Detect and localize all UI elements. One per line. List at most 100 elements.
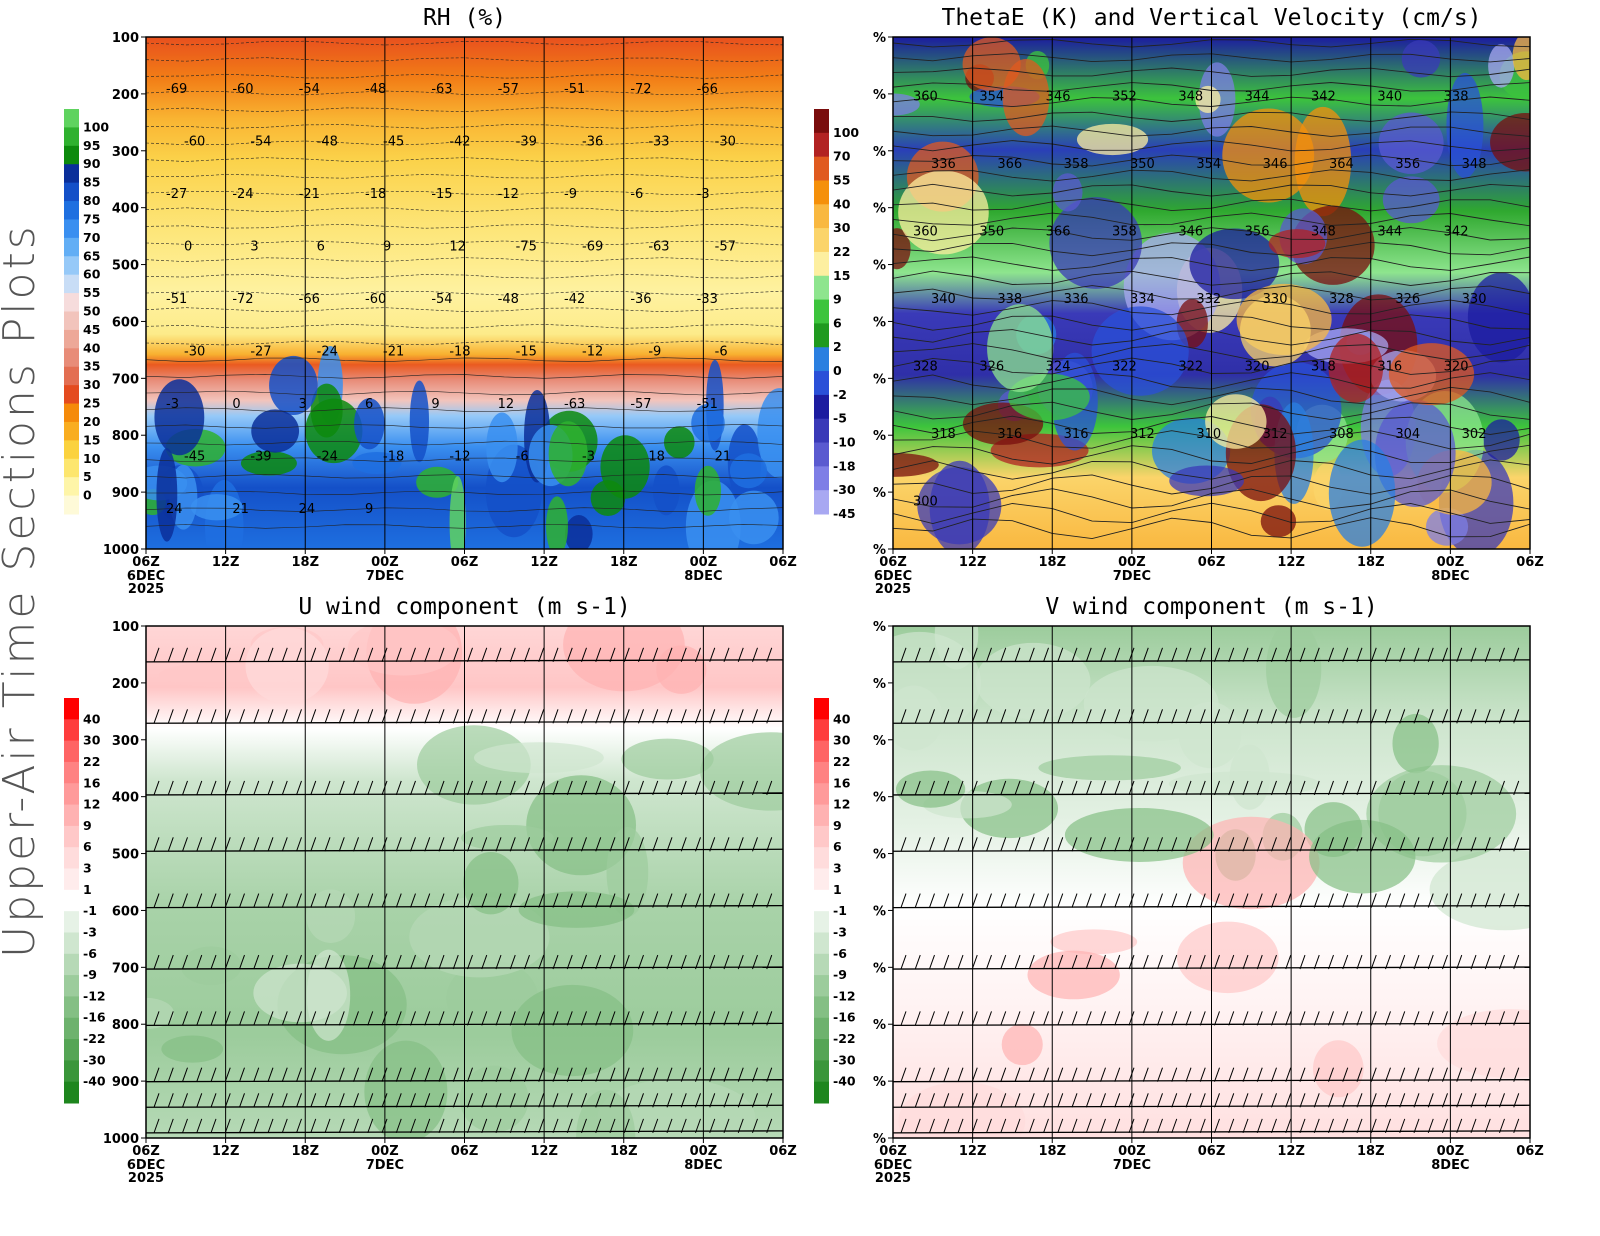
wind-barb — [509, 647, 516, 663]
wind-barb — [367, 954, 374, 970]
wind-barb — [1199, 780, 1206, 796]
vwind-x-tick-label: 06Z — [1516, 1144, 1544, 1159]
thetae-colorbar-segment — [814, 299, 829, 324]
wind-barb — [1328, 780, 1334, 796]
uwind-colorbar-label: 9 — [83, 818, 92, 833]
wind-barb — [1242, 893, 1249, 908]
wind-barb — [310, 893, 317, 908]
side-title: Upper-Air Time Sections Plots — [0, 223, 45, 958]
wind-barb — [395, 647, 402, 663]
wind-barb — [495, 647, 502, 663]
wind-barb — [1014, 1093, 1021, 1108]
rh-contour-label: -69 — [582, 240, 603, 255]
wind-barb — [943, 647, 950, 663]
wind-barb — [310, 954, 317, 970]
wind-barb — [566, 647, 573, 663]
wind-barb — [196, 893, 203, 908]
thetae-contour-label: 356 — [1245, 225, 1270, 240]
rh-shade — [409, 380, 430, 463]
wind-barb — [182, 1118, 188, 1134]
rh-contour-label: 24 — [166, 502, 183, 517]
wind-barb — [566, 709, 573, 724]
thetae-shade — [1488, 44, 1515, 88]
wind-barb — [943, 954, 950, 970]
uwind-colorbar-segment — [64, 719, 79, 742]
wind-barb — [296, 1067, 302, 1082]
uwind-x-tick-label: 18Z — [291, 1144, 319, 1159]
wind-barb — [1370, 837, 1377, 852]
wind-barb — [1114, 780, 1121, 796]
wind-barb — [709, 1118, 716, 1134]
wind-barb — [957, 647, 964, 663]
thetae-y-tick-label: % — [873, 31, 886, 46]
rh-contour-label: 9 — [431, 397, 439, 412]
wind-barb — [943, 1118, 950, 1134]
wind-barb — [986, 709, 992, 724]
wind-barb — [196, 709, 203, 724]
wind-barb — [1014, 647, 1021, 663]
uwind-title: U wind component (m s-1) — [298, 594, 630, 620]
wind-barb — [752, 893, 758, 908]
wind-barb — [1456, 1067, 1463, 1082]
wind-barb — [1513, 647, 1520, 663]
wind-barb — [609, 1067, 616, 1082]
wind-barb — [1142, 647, 1149, 663]
wind-barb — [1228, 647, 1235, 663]
wind-barb — [1499, 1093, 1505, 1108]
wind-barb — [410, 709, 416, 724]
wind-barb — [1271, 1093, 1277, 1108]
thetae-contour-label: 364 — [1329, 157, 1354, 172]
wind-barb — [296, 1118, 302, 1134]
uwind-y-tick-label: 500 — [112, 848, 139, 863]
thetae-contour-label: 312 — [1130, 427, 1155, 442]
wind-barb — [538, 837, 545, 852]
wind-barb — [481, 1011, 488, 1026]
uwind-colorbar-segment — [64, 698, 79, 720]
wind-barb — [1057, 1093, 1064, 1108]
wind-barb — [524, 837, 530, 852]
rh-colorbar-label: 95 — [83, 138, 100, 153]
thetae-x-date-label: 7DEC — [1113, 569, 1151, 584]
uwind-y-tick-label: 100 — [112, 620, 139, 635]
wind-barb — [1356, 893, 1363, 908]
uwind-shade — [306, 949, 351, 1041]
wind-barb — [1342, 780, 1349, 796]
wind-barb — [1085, 1067, 1092, 1082]
rh-x-date-label: 7DEC — [366, 569, 404, 584]
rh-shade — [652, 465, 680, 516]
wind-barb — [1356, 780, 1363, 796]
wind-barb — [1427, 954, 1434, 970]
wind-barb — [1299, 837, 1306, 852]
wind-barb — [943, 1011, 950, 1026]
wind-barb — [766, 709, 773, 724]
wind-barb — [1028, 1093, 1035, 1108]
wind-barb — [1000, 1118, 1007, 1134]
wind-barb — [338, 837, 345, 852]
wind-barb — [929, 1118, 935, 1134]
wind-barb — [680, 1011, 687, 1026]
thetae-colorbar-segment — [814, 109, 829, 134]
uwind-colorbar-label: -22 — [83, 1031, 106, 1046]
thetae-shade — [987, 304, 1054, 393]
thetae-contour-label: 310 — [1196, 427, 1221, 442]
rh-colorbar-label: 75 — [83, 211, 100, 226]
wind-barb — [1299, 647, 1306, 663]
wind-barb — [1228, 837, 1235, 852]
wind-barb — [1214, 1067, 1220, 1082]
wind-barb — [709, 780, 716, 796]
thetae-colorbar-label: 15 — [833, 268, 850, 283]
wind-barb — [1328, 837, 1334, 852]
wind-barb — [1499, 837, 1505, 852]
thetae-colorbar-label: -5 — [833, 411, 847, 426]
vwind-colorbar-segment — [814, 1081, 829, 1104]
vwind-shade — [1038, 755, 1181, 781]
wind-barb — [986, 647, 992, 663]
vwind-colorbar-segment — [814, 719, 829, 742]
wind-barb — [943, 709, 950, 724]
wind-barb — [395, 954, 402, 970]
wind-barb — [1328, 1067, 1334, 1082]
wind-barb — [1100, 780, 1106, 796]
wind-barb — [595, 1093, 602, 1108]
wind-barb — [1157, 1067, 1163, 1082]
wind-barb — [666, 954, 673, 970]
